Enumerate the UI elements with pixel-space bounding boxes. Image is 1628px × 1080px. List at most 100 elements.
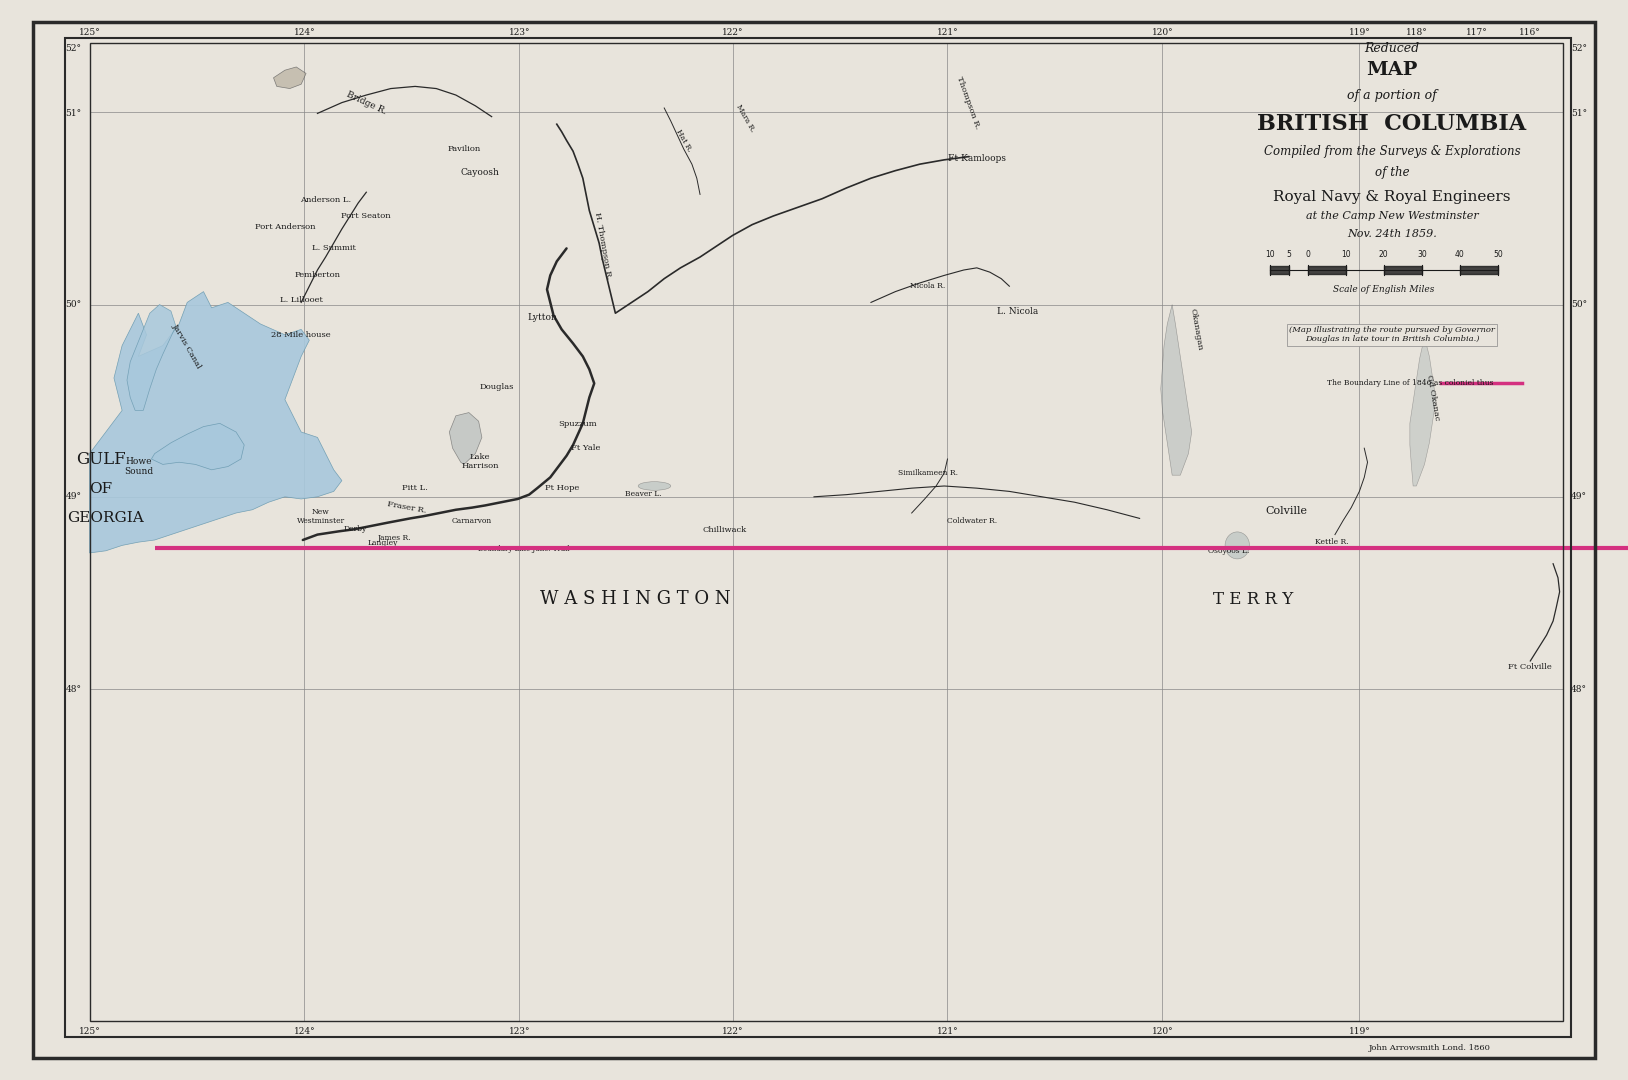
Text: Osoyoos L.: Osoyoos L. bbox=[1208, 546, 1250, 555]
Text: 119°: 119° bbox=[1348, 28, 1371, 37]
Text: H. Thompson R.: H. Thompson R. bbox=[593, 212, 612, 281]
Text: 0: 0 bbox=[1306, 251, 1311, 259]
Text: W A S H I N G T O N: W A S H I N G T O N bbox=[539, 591, 731, 608]
Text: Kettle R.: Kettle R. bbox=[1315, 538, 1348, 546]
Text: 20: 20 bbox=[1379, 251, 1389, 259]
Text: Okanagan: Okanagan bbox=[1188, 308, 1205, 351]
Text: Langley: Langley bbox=[368, 539, 397, 548]
Polygon shape bbox=[449, 413, 482, 464]
Text: Nov. 24th 1859.: Nov. 24th 1859. bbox=[1346, 229, 1438, 240]
Text: 10: 10 bbox=[1265, 251, 1275, 259]
Text: Lytton: Lytton bbox=[527, 313, 557, 322]
Text: 51°: 51° bbox=[65, 109, 81, 118]
Text: Derby: Derby bbox=[344, 525, 366, 534]
Text: 120°: 120° bbox=[1151, 1027, 1174, 1036]
Polygon shape bbox=[90, 292, 342, 553]
Text: Fraser R.: Fraser R. bbox=[387, 500, 427, 515]
Text: Colville: Colville bbox=[1265, 505, 1307, 516]
Text: Pemberton: Pemberton bbox=[295, 271, 340, 280]
Text: Douglas: Douglas bbox=[479, 382, 514, 391]
Text: 123°: 123° bbox=[508, 1027, 531, 1036]
Text: John Arrowsmith Lond. 1860: John Arrowsmith Lond. 1860 bbox=[1369, 1043, 1490, 1052]
Polygon shape bbox=[1410, 337, 1436, 486]
Text: Beaver L.: Beaver L. bbox=[625, 489, 661, 498]
Text: 10: 10 bbox=[1341, 251, 1351, 259]
Text: Port Anderson: Port Anderson bbox=[254, 222, 316, 231]
Text: New
Westminster: New Westminster bbox=[296, 508, 345, 525]
Text: 116°: 116° bbox=[1519, 28, 1542, 37]
Text: 117°: 117° bbox=[1465, 28, 1488, 37]
Text: 52°: 52° bbox=[1571, 44, 1587, 53]
Ellipse shape bbox=[1224, 531, 1250, 559]
Text: L. Lillooet: L. Lillooet bbox=[280, 296, 322, 305]
Text: L. Nicola: L. Nicola bbox=[996, 307, 1039, 315]
Text: Scale of English Miles: Scale of English Miles bbox=[1333, 285, 1434, 294]
Text: of a portion of: of a portion of bbox=[1346, 89, 1438, 102]
Text: 48°: 48° bbox=[1571, 685, 1587, 693]
Text: Bridge R.: Bridge R. bbox=[345, 90, 387, 116]
Text: GULF: GULF bbox=[77, 450, 125, 468]
Text: 125°: 125° bbox=[78, 1027, 101, 1036]
Text: 124°: 124° bbox=[293, 1027, 316, 1036]
Text: OF: OF bbox=[90, 483, 112, 496]
Text: 51°: 51° bbox=[1571, 109, 1587, 118]
Text: Boundary Line Junc. Trail: Boundary Line Junc. Trail bbox=[479, 544, 570, 553]
Text: 50°: 50° bbox=[1571, 300, 1587, 309]
Text: 40: 40 bbox=[1455, 251, 1465, 259]
Text: GEORGIA: GEORGIA bbox=[67, 512, 145, 525]
Text: 52°: 52° bbox=[65, 44, 81, 53]
Text: 28 Mile house: 28 Mile house bbox=[272, 330, 330, 339]
Text: MAP: MAP bbox=[1366, 62, 1418, 79]
Text: 50°: 50° bbox=[65, 300, 81, 309]
Text: (Map illustrating the route pursued by Governor
Douglas in late tour in British : (Map illustrating the route pursued by G… bbox=[1289, 326, 1495, 343]
Text: Gd Okanac: Gd Okanac bbox=[1424, 374, 1441, 421]
Text: Anderson L.: Anderson L. bbox=[300, 195, 352, 204]
Text: 120°: 120° bbox=[1151, 28, 1174, 37]
Text: Chilliwack: Chilliwack bbox=[702, 526, 747, 535]
Text: Reduced: Reduced bbox=[1364, 42, 1420, 55]
Text: 30: 30 bbox=[1416, 251, 1426, 259]
Text: 48°: 48° bbox=[65, 685, 81, 693]
Polygon shape bbox=[274, 67, 306, 89]
Text: Carnarvon: Carnarvon bbox=[453, 516, 492, 525]
Text: Nicola R.: Nicola R. bbox=[910, 282, 946, 291]
Text: Compiled from the Surveys & Explorations: Compiled from the Surveys & Explorations bbox=[1263, 145, 1521, 158]
Text: Spuzzum: Spuzzum bbox=[558, 420, 597, 429]
Text: Royal Navy & Royal Engineers: Royal Navy & Royal Engineers bbox=[1273, 190, 1511, 203]
Text: 49°: 49° bbox=[65, 492, 81, 501]
Text: Cayoosh: Cayoosh bbox=[461, 168, 500, 177]
Text: 124°: 124° bbox=[293, 28, 316, 37]
Text: Ft Yale: Ft Yale bbox=[571, 444, 601, 453]
Text: Pt Hope: Pt Hope bbox=[544, 484, 580, 492]
Text: 119°: 119° bbox=[1348, 1027, 1371, 1036]
Text: The Boundary Line of 1846 as coloniel thus: The Boundary Line of 1846 as coloniel th… bbox=[1327, 379, 1493, 388]
Text: BRITISH  COLUMBIA: BRITISH COLUMBIA bbox=[1257, 113, 1527, 135]
Text: Similkameen R.: Similkameen R. bbox=[899, 469, 957, 477]
Text: 122°: 122° bbox=[721, 1027, 744, 1036]
Text: Ft Colville: Ft Colville bbox=[1509, 663, 1551, 672]
Text: James R.: James R. bbox=[378, 534, 410, 542]
Polygon shape bbox=[151, 423, 244, 470]
Text: Coldwater R.: Coldwater R. bbox=[947, 516, 996, 525]
Text: 49°: 49° bbox=[1571, 492, 1587, 501]
Text: Jarvis Canal: Jarvis Canal bbox=[171, 322, 204, 369]
Text: Port Seaton: Port Seaton bbox=[342, 212, 391, 220]
Text: Ft Kamloops: Ft Kamloops bbox=[947, 154, 1006, 163]
Text: 118°: 118° bbox=[1405, 28, 1428, 37]
Text: Howe
Sound: Howe Sound bbox=[124, 457, 153, 476]
Text: Mara R.: Mara R. bbox=[734, 104, 757, 134]
Text: 5: 5 bbox=[1286, 251, 1291, 259]
Text: T E R R Y: T E R R Y bbox=[1213, 591, 1294, 608]
Text: Pavilion: Pavilion bbox=[448, 145, 480, 153]
Text: 121°: 121° bbox=[936, 1027, 959, 1036]
Text: of the: of the bbox=[1374, 166, 1410, 179]
Text: 123°: 123° bbox=[508, 28, 531, 37]
Text: 125°: 125° bbox=[78, 28, 101, 37]
Text: at the Camp New Westminster: at the Camp New Westminster bbox=[1306, 211, 1478, 221]
Polygon shape bbox=[127, 305, 176, 410]
Text: 122°: 122° bbox=[721, 28, 744, 37]
Text: Pitt L.: Pitt L. bbox=[402, 484, 428, 492]
Text: Lake
Harrison: Lake Harrison bbox=[461, 453, 500, 470]
Text: L. Summit: L. Summit bbox=[313, 244, 355, 253]
Polygon shape bbox=[1161, 305, 1192, 475]
